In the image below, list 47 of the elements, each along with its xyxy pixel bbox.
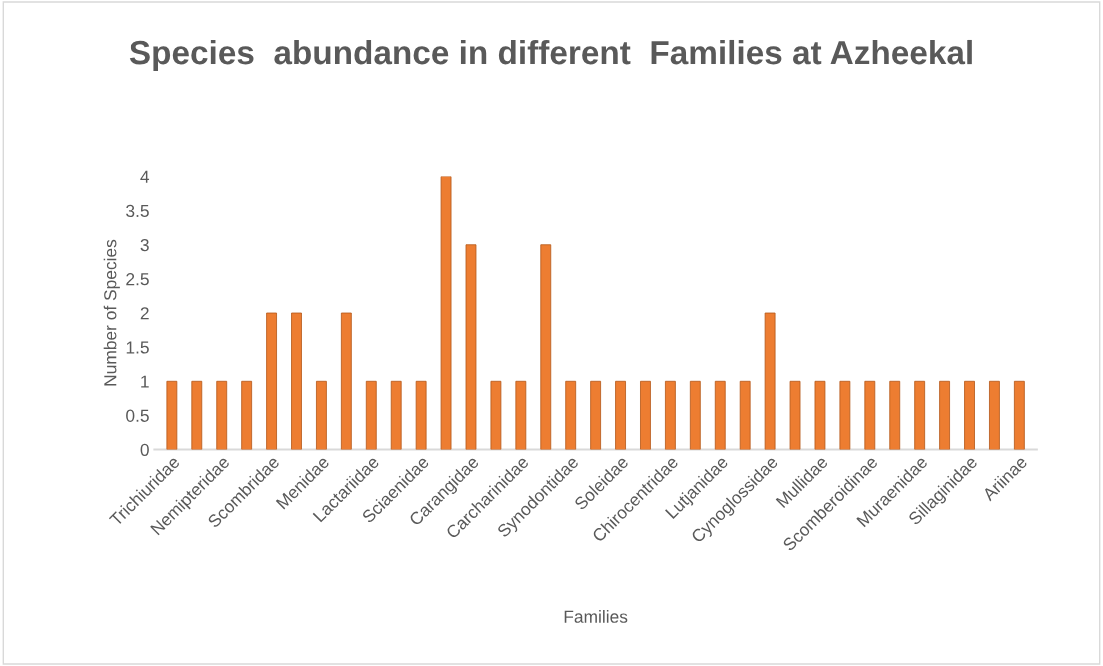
bar — [191, 380, 203, 450]
bar — [465, 244, 477, 450]
y-tick-label: 0 — [140, 443, 149, 457]
bar — [266, 312, 277, 450]
bar — [365, 380, 377, 450]
bar — [390, 380, 402, 450]
bar — [889, 380, 901, 450]
y-tick-label: 4 — [140, 170, 150, 183]
x-axis-title: Families — [564, 610, 628, 623]
y-tick-label: 0.5 — [126, 409, 149, 422]
chart-title: Species abundance in different Families at Azheekal — [129, 39, 972, 72]
bar — [864, 380, 876, 450]
bar — [565, 380, 577, 450]
bar — [839, 380, 851, 450]
bar — [515, 380, 527, 450]
bar — [241, 380, 253, 450]
bar — [440, 176, 452, 450]
y-tick-label: 1.5 — [126, 341, 149, 354]
bar — [540, 244, 552, 450]
bar — [814, 380, 826, 450]
bar — [764, 312, 776, 450]
bar — [664, 380, 676, 450]
bar — [739, 380, 751, 450]
bar — [1013, 380, 1025, 450]
y-tick-label: 2.5 — [126, 273, 149, 286]
bar — [166, 380, 178, 450]
bar — [216, 380, 228, 450]
bar — [490, 380, 502, 450]
bar — [689, 380, 701, 450]
y-axis-title: Number of Species — [103, 239, 120, 386]
bar — [789, 380, 801, 450]
bar — [340, 312, 352, 450]
bar — [714, 380, 726, 450]
bar — [615, 380, 626, 450]
bar — [989, 380, 1000, 450]
bar — [964, 380, 975, 450]
bar — [939, 380, 950, 450]
y-tick-label: 2 — [140, 307, 149, 320]
bar — [590, 380, 602, 450]
y-tick-label: 1 — [141, 375, 149, 388]
bar — [291, 312, 302, 450]
bar — [640, 380, 651, 450]
y-tick-label: 3.5 — [126, 204, 149, 218]
bar — [914, 380, 926, 450]
bar — [415, 380, 427, 450]
y-tick-label: 3 — [140, 238, 149, 252]
bar — [316, 380, 327, 450]
